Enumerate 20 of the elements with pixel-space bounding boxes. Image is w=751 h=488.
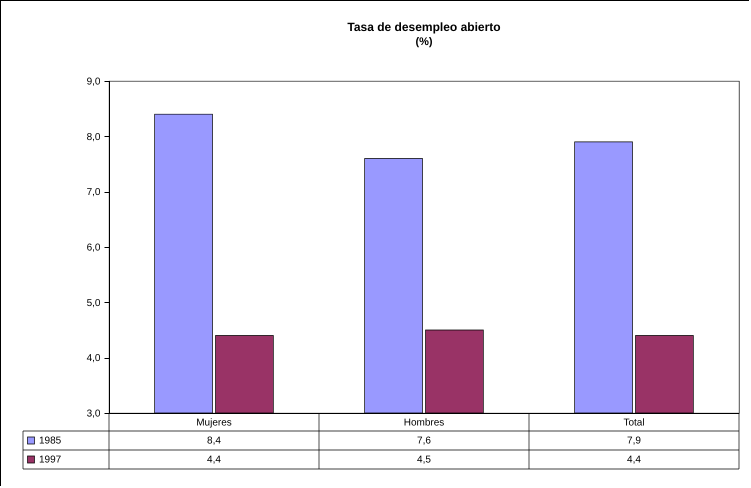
y-tick-label: 5,0 bbox=[86, 298, 101, 309]
data-label: 4,5 bbox=[417, 454, 432, 466]
data-label: 4,4 bbox=[627, 454, 642, 466]
data-label: 7,9 bbox=[627, 436, 642, 446]
legend-label: 1985 bbox=[39, 436, 62, 446]
chart-subtitle: (%) bbox=[415, 36, 433, 48]
data-label: 8,4 bbox=[207, 436, 222, 446]
x-tick-label: Mujeres bbox=[196, 418, 232, 428]
y-tick-label: 9,0 bbox=[86, 76, 101, 88]
y-tick-label: 7,0 bbox=[86, 187, 101, 198]
y-tick-label: 4,0 bbox=[86, 353, 101, 364]
x-tick-label: Hombres bbox=[404, 418, 444, 428]
y-tick-label: 6,0 bbox=[86, 242, 101, 254]
data-label: 4,4 bbox=[207, 454, 222, 466]
chart-title: Tasa de desempleo abierto bbox=[347, 20, 501, 34]
y-tick-label: 3,0 bbox=[86, 408, 101, 420]
legend-label: 1997 bbox=[39, 454, 62, 466]
y-tick-label: 8,0 bbox=[86, 132, 101, 143]
data-label: 7,6 bbox=[417, 436, 432, 446]
x-tick-label: Total bbox=[623, 418, 645, 428]
